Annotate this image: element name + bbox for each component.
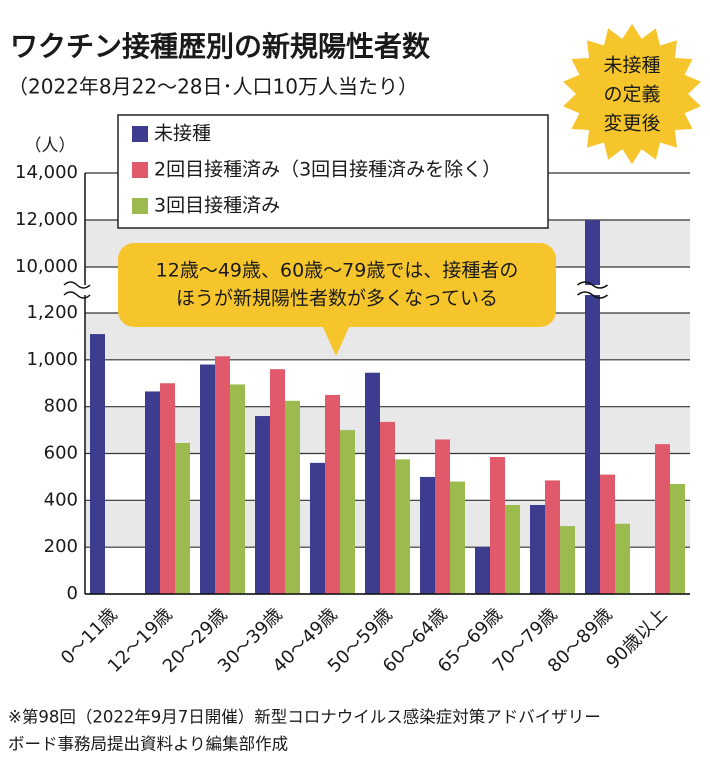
callout: 12歳～49歳、60歳～79歳では、接種者の ほうが新規陽性者数が多くなっている (118, 243, 556, 356)
bar (420, 476, 435, 594)
y-tick-label: 14,000 (15, 162, 78, 183)
y-tick-label: 12,000 (15, 209, 78, 230)
badge-star (563, 24, 701, 164)
legend-label: 2回目接種済み（3回目接種済みを除く） (154, 159, 501, 181)
badge-text: 変更後 (603, 113, 660, 135)
legend-label: 3回目接種済み (154, 195, 280, 217)
y-tick-label: 1,200 (26, 302, 78, 323)
legend-box (117, 114, 549, 229)
badge-text: 未接種 (603, 55, 660, 77)
bar (545, 480, 560, 594)
bar (340, 430, 355, 594)
break-gap (577, 285, 608, 295)
bar (435, 439, 450, 594)
bar (450, 481, 465, 594)
bar (600, 474, 615, 594)
bar (530, 505, 545, 594)
bar (490, 457, 505, 594)
bar (200, 364, 215, 594)
y-tick-label: 10,000 (15, 256, 78, 277)
legend: 未接種 2回目接種済み（3回目接種済みを除く） 3回目接種済み (117, 114, 549, 229)
bar (505, 505, 520, 594)
y-tick-label: 400 (44, 489, 78, 510)
legend-swatch (132, 126, 148, 142)
y-tick-label: 0 (67, 583, 78, 604)
bar (145, 391, 160, 594)
badge: 未接種 の定義 変更後 (563, 24, 701, 164)
bar (380, 421, 395, 594)
bar (615, 523, 630, 594)
bar (585, 220, 600, 594)
bar (90, 334, 105, 594)
chart-title: ワクチン接種歴別の新規陽性者数 (10, 30, 431, 63)
y-tick-label: 600 (44, 443, 78, 464)
bar (365, 372, 380, 594)
bar (230, 384, 245, 594)
legend-label: 未接種 (154, 123, 211, 145)
y-tick-label: 200 (44, 536, 78, 557)
callout-text: ほうが新規陽性者数が多くなっている (176, 288, 498, 310)
callout-box (118, 243, 556, 327)
legend-swatch (132, 198, 148, 214)
bars (90, 220, 685, 594)
footnote: ボード事務局提出資料より編集部作成 (8, 735, 288, 754)
bar (285, 400, 300, 594)
legend-swatch (132, 162, 148, 178)
y-tick-label: 800 (44, 396, 78, 417)
break-gap (64, 285, 90, 295)
bar (215, 356, 230, 594)
footnote: ※第98回（2022年9月7日開催）新型コロナウイルス感染症対策アドバイザリー (8, 708, 601, 727)
y-tick-label: 1,000 (26, 349, 78, 370)
badge-text: の定義 (603, 84, 660, 106)
callout-text: 12歳～49歳、60歳～79歳では、接種者の (156, 260, 519, 282)
bar (310, 462, 325, 594)
bar (270, 369, 285, 594)
callout-pointer (322, 325, 350, 356)
bar (160, 383, 175, 594)
y-axis-label: （人） (25, 136, 76, 156)
break-mark (63, 291, 91, 299)
x-tick-label: 90歳以上 (602, 604, 671, 673)
bar (175, 442, 190, 594)
break-mark (577, 281, 608, 289)
bar (255, 416, 270, 594)
bar (655, 444, 670, 594)
chart-subtitle: （2022年8月22～28日･人口10万人当たり） (8, 75, 418, 99)
bar (670, 483, 685, 594)
break-mark (63, 281, 91, 289)
bar (395, 459, 410, 594)
bar (475, 547, 490, 594)
bar (325, 394, 340, 594)
bar (560, 526, 575, 594)
break-mark (577, 291, 608, 299)
